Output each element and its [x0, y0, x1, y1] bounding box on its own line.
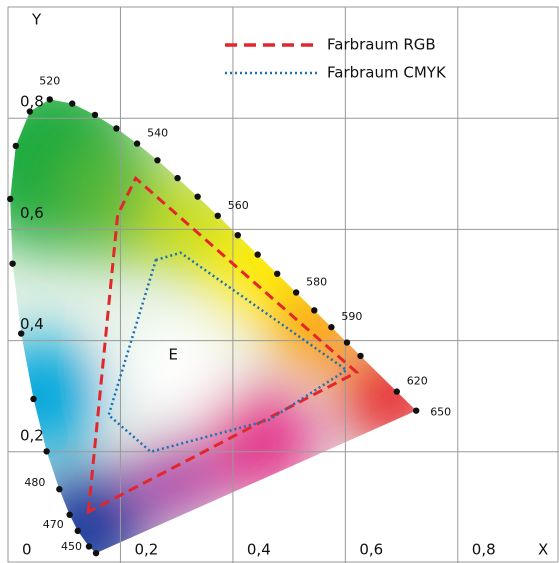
locus-point: [133, 140, 141, 147]
wavelength-label: 590: [341, 310, 362, 323]
locus-point: [74, 527, 81, 535]
wavelength-label: 540: [147, 127, 168, 140]
locus-point: [46, 96, 53, 103]
locus-point: [113, 125, 120, 132]
locus-point: [85, 543, 93, 550]
wavelength-label: 620: [407, 375, 428, 388]
color-blob: [272, 284, 363, 375]
locus-point: [92, 549, 100, 557]
gamut-polygon: [107, 251, 349, 454]
locus-point: [56, 486, 63, 493]
locus-point: [154, 157, 161, 164]
x-tick-label: 0,6: [359, 541, 383, 559]
locus-point: [26, 108, 34, 115]
legend-label: Farbraum CMYK: [327, 64, 447, 82]
locus-point: [357, 352, 364, 360]
locus-point: [91, 111, 99, 119]
legend-label: Farbraum RGB: [327, 36, 436, 54]
y-axis-label: Y: [31, 11, 42, 29]
x-tick-label: 0,4: [247, 541, 271, 559]
x-tick-label: 0,8: [472, 541, 496, 559]
color-blob: [121, 313, 232, 424]
y-tick-label: 0,6: [20, 204, 44, 222]
locus-point: [292, 289, 300, 296]
locus-point: [234, 231, 241, 239]
locus-point: [43, 448, 50, 455]
color-blob: [340, 346, 417, 447]
locus-point: [328, 323, 335, 331]
y-tick-label: 0,4: [20, 315, 44, 333]
locus-point: [18, 330, 25, 337]
annotation: E: [169, 346, 178, 364]
locus-point: [214, 212, 221, 219]
y-tick-label: 0,2: [20, 426, 44, 444]
x-axis-label: X: [538, 541, 548, 559]
x-tick-label: 0: [22, 541, 32, 559]
wavelength-label: 650: [430, 406, 451, 419]
locus-point: [66, 511, 73, 518]
wavelength-label: 560: [228, 199, 249, 212]
locus-point: [6, 195, 14, 203]
wavelength-label: 450: [61, 540, 82, 553]
locus-point: [412, 407, 420, 414]
wavelength-label: 520: [39, 74, 60, 87]
wavelength-label: 580: [306, 275, 327, 288]
locus-point: [12, 142, 20, 150]
color-blob: [131, 434, 222, 525]
locus-point: [254, 251, 261, 258]
locus-point: [174, 174, 181, 182]
gamut-polygon: [86, 175, 360, 515]
locus-point: [194, 193, 201, 200]
y-tick-label: 0,8: [20, 93, 44, 111]
locus-point: [30, 395, 37, 403]
x-tick-label: 0,2: [134, 541, 158, 559]
locus-point: [274, 270, 281, 277]
wavelength-label: 480: [24, 476, 45, 489]
locus-point: [311, 307, 318, 314]
plot-frame: [7, 6, 559, 563]
locus-point: [69, 100, 76, 107]
wavelength-label: 470: [43, 518, 64, 531]
locus-point: [393, 388, 400, 395]
locus-point: [9, 260, 16, 267]
locus-point: [343, 339, 351, 346]
